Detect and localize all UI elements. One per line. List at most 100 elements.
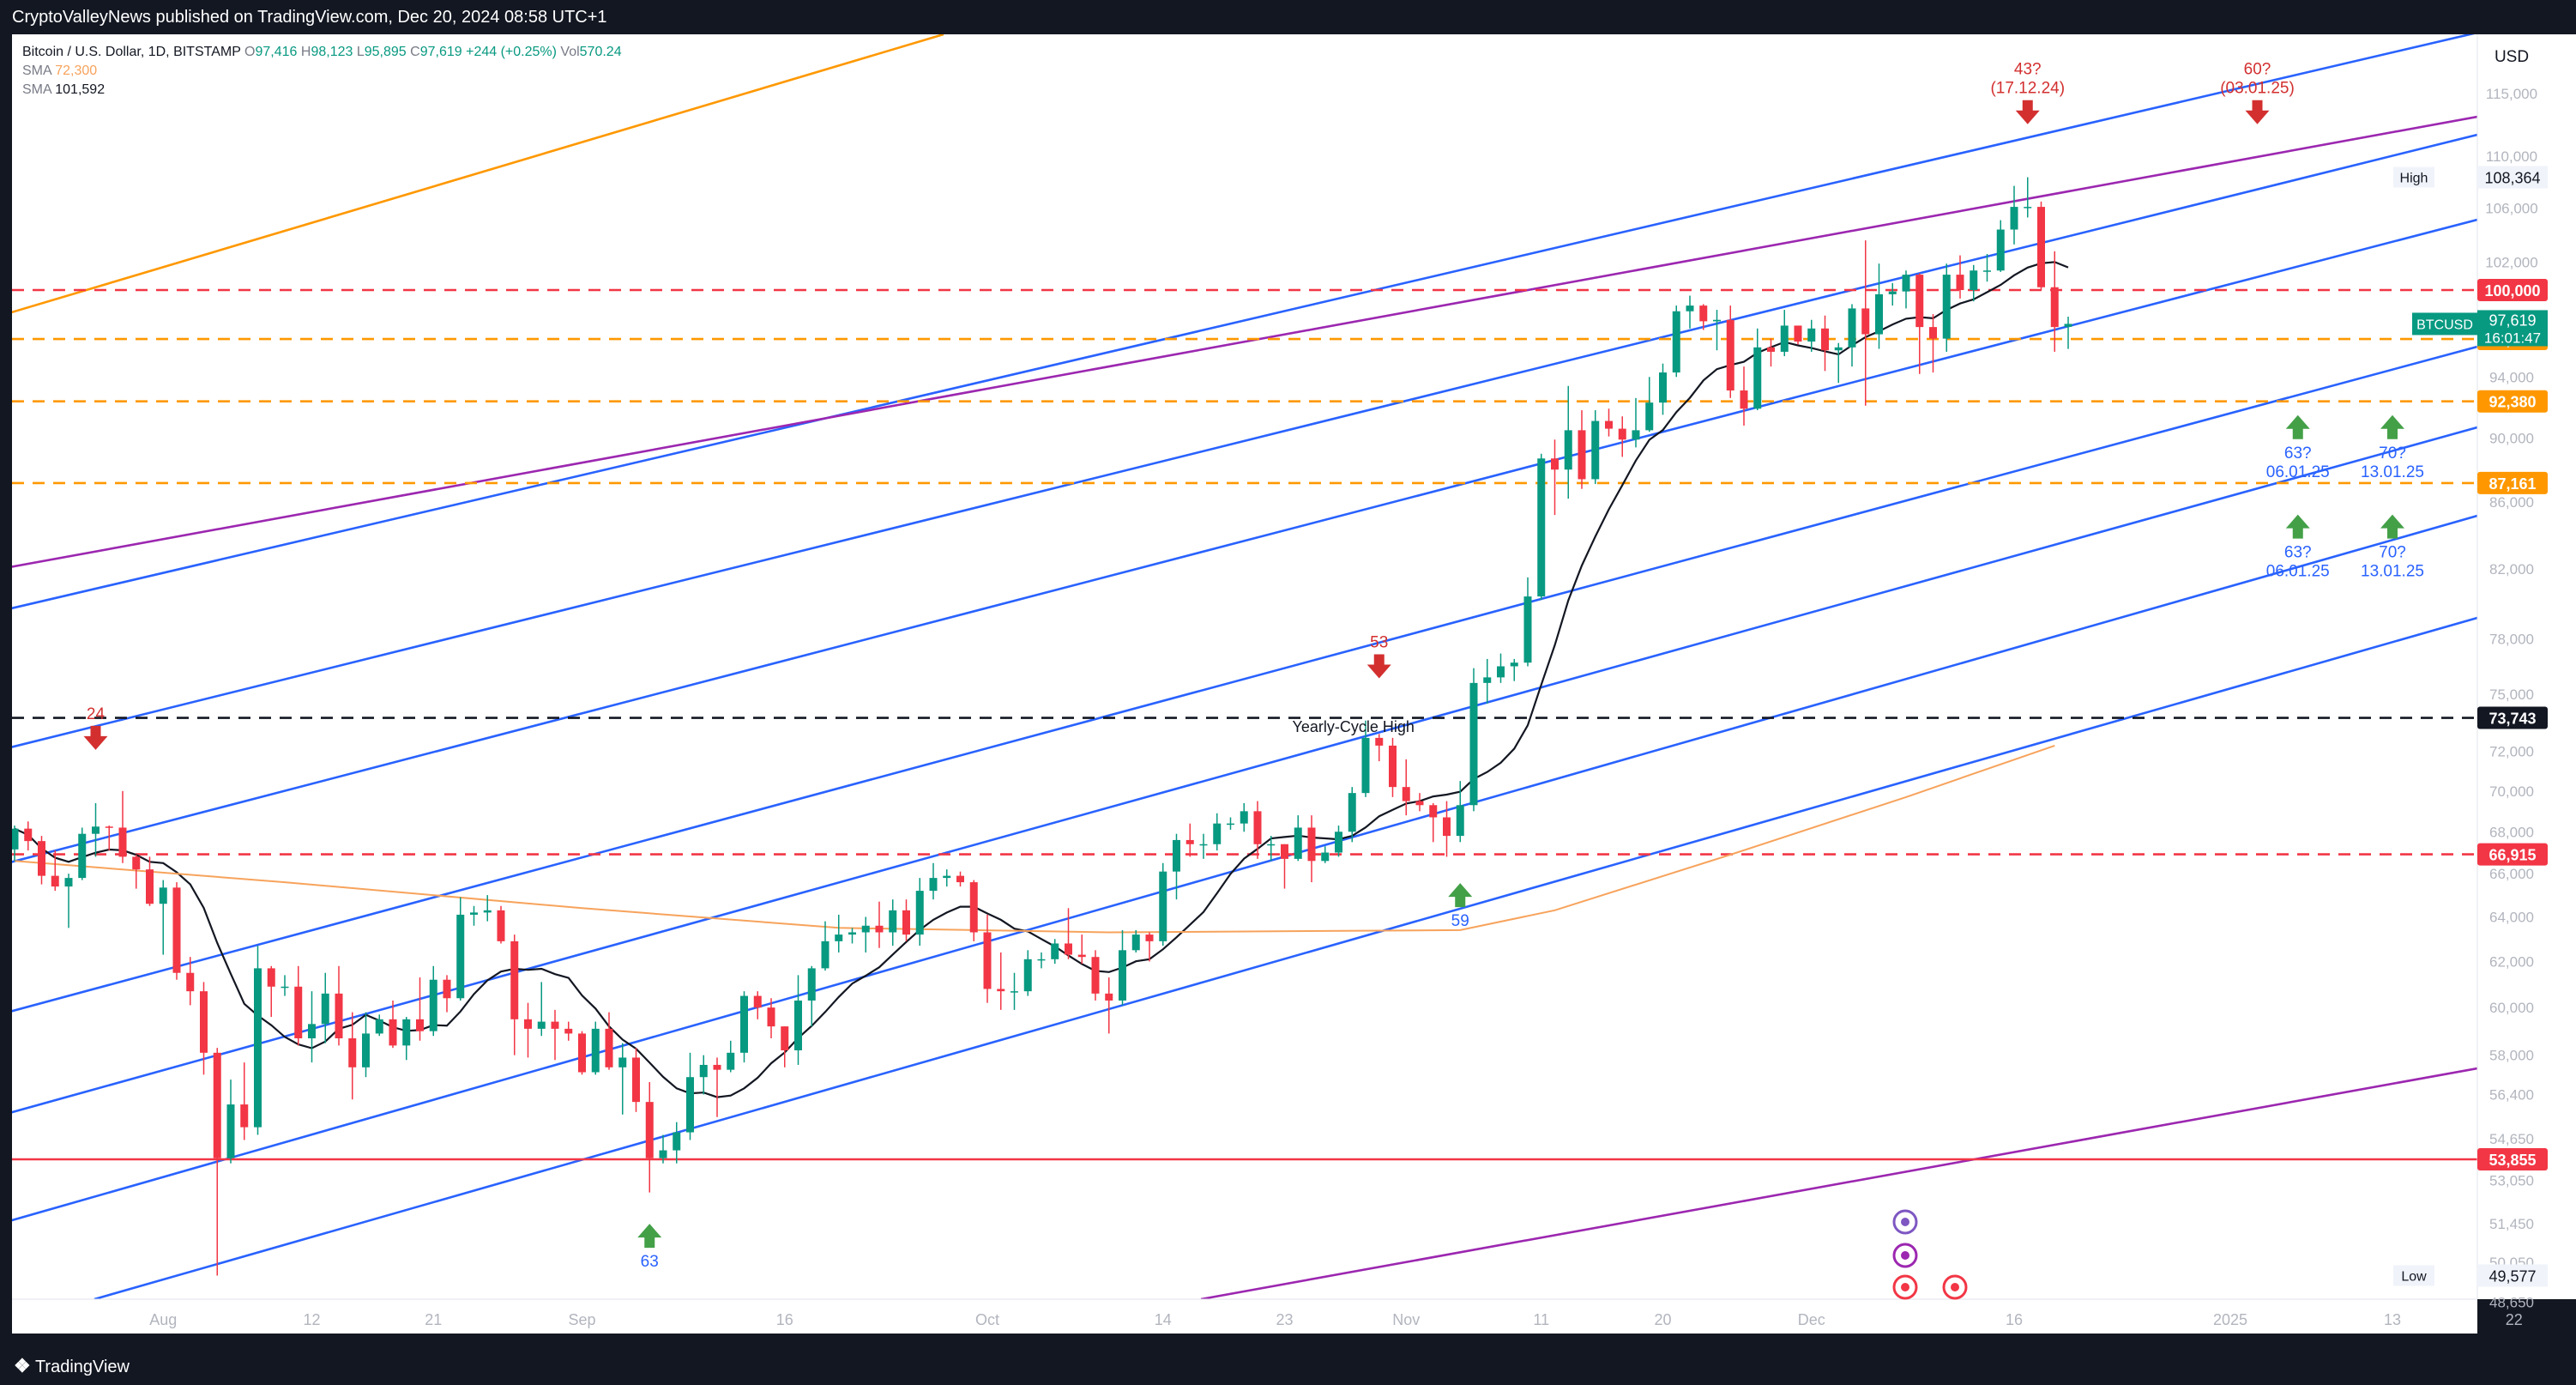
trendline bbox=[12, 34, 2476, 610]
candle-body bbox=[470, 912, 478, 915]
candle bbox=[1686, 295, 1694, 329]
candle-body bbox=[2050, 287, 2059, 328]
candle-body bbox=[497, 910, 505, 941]
candle bbox=[1185, 823, 1194, 857]
candle bbox=[591, 1021, 600, 1075]
event-plus-icon-dot bbox=[1901, 1218, 1909, 1226]
candle-body bbox=[1659, 372, 1667, 403]
candle-body bbox=[308, 1024, 316, 1038]
candle-body bbox=[1578, 430, 1586, 480]
price-badges: 100,00096,57492,38087,16173,74366,91553,… bbox=[2393, 166, 2548, 1287]
candle-body bbox=[186, 972, 195, 992]
candle bbox=[1983, 253, 1991, 282]
price-axis-background bbox=[2477, 34, 2576, 1299]
level-label: 73,743 bbox=[2489, 711, 2536, 728]
price-tick: 94,000 bbox=[2489, 369, 2534, 385]
candle bbox=[132, 854, 141, 889]
candle-body bbox=[443, 979, 451, 999]
candle-body bbox=[389, 1019, 397, 1046]
candle bbox=[1402, 759, 1410, 816]
level-label: 100,000 bbox=[2484, 282, 2540, 299]
candle-body bbox=[1051, 943, 1059, 959]
bar-countdown: 16:01:47 bbox=[2484, 330, 2541, 346]
arrow-up-icon bbox=[1448, 883, 1473, 908]
level-label: 87,161 bbox=[2489, 475, 2536, 493]
candle-body bbox=[267, 968, 275, 987]
plot-background bbox=[12, 34, 2477, 1334]
close-value: 97,619 bbox=[419, 45, 462, 59]
candle bbox=[929, 862, 938, 900]
candle-body bbox=[1510, 662, 1518, 667]
time-tick: 21 bbox=[425, 1311, 442, 1328]
candle bbox=[1659, 363, 1667, 415]
candle bbox=[956, 871, 964, 887]
candle-body bbox=[362, 1033, 370, 1067]
candle bbox=[1389, 737, 1397, 797]
candle-body bbox=[1361, 737, 1370, 794]
candle-body bbox=[483, 910, 492, 913]
time-tick: 16 bbox=[776, 1311, 793, 1328]
price-tick: 102,000 bbox=[2485, 255, 2537, 271]
candle-body bbox=[1537, 458, 1546, 597]
price-tick: 110,000 bbox=[2486, 148, 2537, 165]
tradingview-logo[interactable]: ❖ TradingView bbox=[14, 1355, 130, 1376]
candle bbox=[767, 998, 775, 1038]
candle bbox=[1551, 439, 1559, 516]
price-tick: 51,450 bbox=[2489, 1216, 2534, 1232]
candle-body bbox=[1807, 328, 1816, 342]
annotation-label: 63? bbox=[2284, 445, 2312, 463]
candle-body bbox=[753, 995, 762, 1008]
candle bbox=[267, 965, 275, 1018]
volume-value: 570.24 bbox=[579, 45, 622, 59]
candle bbox=[1375, 734, 1384, 762]
sma1-row[interactable]: SMA 72,300 bbox=[22, 62, 622, 81]
candle-body bbox=[335, 993, 343, 1038]
candle bbox=[1213, 813, 1222, 851]
candle bbox=[1632, 397, 1640, 448]
candle bbox=[483, 895, 492, 922]
candle bbox=[321, 972, 329, 1043]
candle-body bbox=[1294, 827, 1302, 859]
candle bbox=[402, 1017, 411, 1061]
candle bbox=[659, 1134, 667, 1164]
candle-body bbox=[1389, 745, 1397, 788]
candle bbox=[213, 1048, 221, 1276]
level-badge bbox=[2477, 471, 2548, 494]
candle bbox=[348, 1012, 357, 1100]
candle-body bbox=[1415, 801, 1424, 806]
price-tick: 48,650 bbox=[2489, 1294, 2534, 1310]
candle-body bbox=[348, 1037, 357, 1067]
last-price-badge bbox=[2477, 310, 2548, 347]
candle bbox=[456, 897, 465, 1001]
candle-body bbox=[1483, 677, 1492, 683]
candle bbox=[537, 982, 546, 1037]
candle bbox=[1915, 273, 1924, 374]
candle-body bbox=[1605, 420, 1613, 429]
annotation-label: 63? bbox=[2284, 544, 2312, 562]
sma1-value: 72,300 bbox=[55, 64, 98, 78]
price-tick: 115,000 bbox=[2486, 86, 2537, 102]
candle bbox=[1767, 338, 1775, 367]
candle-body bbox=[1834, 347, 1843, 351]
candle-body bbox=[1686, 305, 1694, 311]
annotation-label: 59 bbox=[1451, 912, 1469, 930]
trendline bbox=[12, 218, 2477, 863]
time-axis: Aug1221Sep16Oct1423Nov1120Dec1620251322F… bbox=[12, 1298, 2523, 1334]
close-label: C bbox=[410, 45, 420, 59]
publisher-bar: CryptoValleyNews published on TradingVie… bbox=[0, 0, 2576, 34]
level-badge bbox=[2477, 843, 2548, 866]
candle-body bbox=[875, 925, 884, 933]
candle-body bbox=[1523, 596, 1532, 663]
candle bbox=[200, 982, 208, 1075]
candle-body bbox=[969, 882, 978, 933]
candle-body bbox=[1672, 311, 1680, 373]
price-tick: 60,000 bbox=[2489, 1000, 2534, 1016]
candle bbox=[51, 850, 59, 892]
level-label: 92,380 bbox=[2489, 394, 2536, 411]
candle bbox=[2050, 251, 2059, 352]
candle-body bbox=[1794, 325, 1802, 342]
candle bbox=[2037, 201, 2045, 290]
candle bbox=[889, 899, 897, 947]
sma2-row[interactable]: SMA 101,592 bbox=[22, 81, 622, 100]
